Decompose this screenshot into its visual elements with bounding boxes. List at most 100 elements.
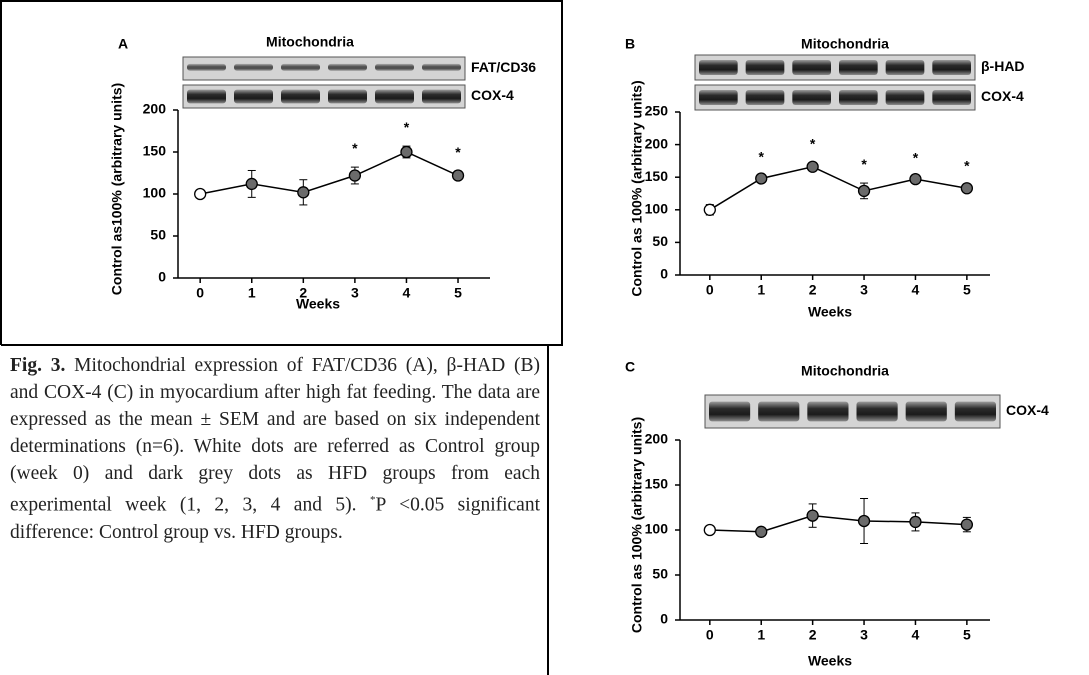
- blot-label: β-HAD: [981, 58, 1025, 74]
- y-tick-label: 250: [645, 103, 669, 119]
- x-tick-label: 3: [860, 282, 868, 298]
- blot-label: COX-4: [1006, 402, 1049, 418]
- y-tick-label: 0: [158, 269, 166, 285]
- blot-band: [375, 64, 414, 71]
- x-axis-label: Weeks: [808, 304, 852, 320]
- blot-band: [807, 402, 848, 422]
- point: [910, 516, 921, 527]
- x-tick-label: 3: [860, 627, 868, 643]
- point: [859, 185, 870, 196]
- blot-band: [792, 60, 831, 75]
- blot-band: [187, 64, 226, 71]
- panel-label: A: [118, 36, 128, 52]
- blot-label: COX-4: [981, 88, 1024, 104]
- y-tick-label: 100: [645, 521, 669, 537]
- blot-band: [699, 90, 738, 105]
- x-tick-label: 4: [403, 285, 411, 301]
- blot-band: [709, 402, 750, 422]
- panel-label: C: [625, 359, 635, 375]
- significance: *: [759, 149, 765, 165]
- point: [807, 161, 818, 172]
- x-tick-label: 0: [706, 627, 714, 643]
- x-tick-label: 4: [912, 627, 920, 643]
- x-tick-label: 2: [809, 627, 817, 643]
- y-tick-label: 0: [660, 611, 668, 627]
- blot-label: FAT/CD36: [471, 59, 536, 75]
- significance: *: [404, 119, 410, 135]
- chart-title: Mitochondria: [801, 36, 889, 52]
- blot-band: [932, 90, 971, 105]
- blot-band: [328, 90, 367, 104]
- y-tick-label: 150: [645, 476, 669, 492]
- blot-band: [955, 402, 996, 422]
- caption-text: Mitochondrial expression of FAT/CD36 (A)…: [10, 355, 540, 516]
- x-tick-label: 5: [963, 627, 971, 643]
- point: [349, 170, 360, 181]
- caption: Fig. 3. Mitochondrial expression of FAT/…: [10, 352, 540, 546]
- blot-band: [281, 64, 320, 71]
- blot-band: [234, 64, 273, 71]
- significance: *: [455, 144, 461, 160]
- figure: AMitochondriaFAT/CD36COX-405010015020001…: [0, 0, 1089, 675]
- y-tick-label: 50: [150, 227, 166, 243]
- y-axis-label: Control as 100% (arbitrary units): [629, 80, 645, 296]
- point: [401, 147, 412, 158]
- point: [961, 519, 972, 530]
- blot-band: [422, 64, 461, 71]
- y-tick-label: 200: [645, 431, 669, 447]
- blot-band: [375, 90, 414, 104]
- blot-band: [234, 90, 273, 104]
- point: [961, 183, 972, 194]
- point: [756, 526, 767, 537]
- panel-frame: [1, 1, 562, 345]
- blot-band: [886, 90, 925, 105]
- chart-title: Mitochondria: [801, 363, 889, 379]
- x-tick-label: 4: [912, 282, 920, 298]
- chart-title: Mitochondria: [266, 34, 354, 50]
- blot-band: [699, 60, 738, 75]
- line: [710, 516, 967, 532]
- page: AMitochondriaFAT/CD36COX-405010015020001…: [0, 0, 1089, 675]
- significance: *: [913, 149, 919, 165]
- blot-band: [281, 90, 320, 104]
- y-tick-label: 0: [660, 266, 668, 282]
- significance: *: [964, 158, 970, 174]
- blot-band: [932, 60, 971, 75]
- blot-band: [422, 90, 461, 104]
- x-tick-label: 1: [757, 627, 765, 643]
- point: [859, 516, 870, 527]
- significance: *: [810, 136, 816, 152]
- blot-band: [746, 90, 785, 105]
- y-tick-label: 50: [652, 233, 668, 249]
- point: [704, 525, 715, 536]
- significance: *: [861, 156, 867, 172]
- blot-band: [839, 90, 878, 105]
- point: [704, 204, 715, 215]
- blot-band: [746, 60, 785, 75]
- blot-band: [839, 60, 878, 75]
- y-tick-label: 50: [652, 566, 668, 582]
- blot-band: [187, 90, 226, 104]
- y-tick-label: 150: [143, 143, 167, 159]
- x-tick-label: 2: [809, 282, 817, 298]
- y-tick-label: 200: [645, 135, 669, 151]
- panel-label: B: [625, 36, 635, 52]
- caption-label: Fig. 3.: [10, 355, 65, 376]
- blot-band: [758, 402, 799, 422]
- point: [807, 510, 818, 521]
- blot-label: COX-4: [471, 87, 514, 103]
- significance: *: [352, 140, 358, 156]
- point: [195, 189, 206, 200]
- x-axis-label: Weeks: [808, 653, 852, 669]
- x-axis-label: Weeks: [296, 296, 340, 312]
- x-tick-label: 5: [454, 285, 462, 301]
- line: [200, 152, 458, 194]
- blot-band: [906, 402, 947, 422]
- point: [246, 178, 257, 189]
- x-tick-label: 3: [351, 285, 359, 301]
- x-tick-label: 5: [963, 282, 971, 298]
- y-tick-label: 200: [143, 101, 167, 117]
- y-tick-label: 100: [645, 201, 669, 217]
- line: [710, 167, 967, 210]
- x-tick-label: 0: [196, 285, 204, 301]
